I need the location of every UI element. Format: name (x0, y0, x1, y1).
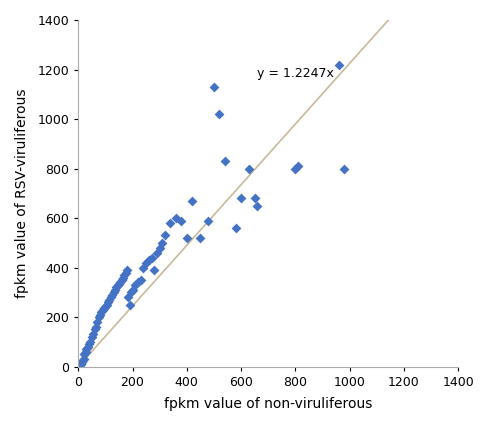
Point (250, 195, 258, 201)
Y-axis label: fpkm value of RSV-viruliferous: fpkm value of RSV-viruliferous (15, 89, 29, 298)
Point (111, 286, 119, 293)
Point (150, 267, 158, 273)
Point (120, 272, 128, 279)
Point (80, 356, 87, 363)
Text: y = 1.2247x: y = 1.2247x (257, 67, 333, 80)
Point (183, 234, 190, 241)
Point (127, 289, 135, 296)
Point (153, 249, 161, 256)
Point (166, 220, 174, 227)
Point (113, 282, 121, 288)
Point (253, 202, 261, 209)
Point (245, 165, 253, 172)
Point (293, 163, 301, 170)
Point (340, 165, 347, 172)
Point (118, 276, 125, 283)
Point (107, 294, 115, 301)
Point (161, 232, 169, 239)
Point (96, 311, 103, 318)
Point (231, 225, 239, 231)
Point (144, 257, 152, 264)
Point (115, 280, 122, 287)
Point (95, 314, 102, 320)
Point (101, 304, 109, 311)
Point (172, 215, 180, 222)
Point (139, 264, 147, 271)
Point (85, 341, 93, 348)
Point (99, 306, 106, 313)
Point (78, 360, 85, 366)
Point (128, 286, 136, 293)
Point (131, 282, 139, 288)
Point (83, 343, 91, 350)
Point (123, 267, 131, 273)
Point (100, 305, 108, 312)
Point (105, 296, 113, 303)
Point (77, 361, 85, 368)
Point (90, 326, 98, 333)
Point (158, 239, 166, 246)
Point (177, 217, 185, 224)
Point (93, 319, 101, 325)
Point (79, 357, 87, 364)
Point (119, 274, 127, 281)
Point (86, 339, 94, 345)
Point (108, 291, 116, 298)
Point (155, 245, 163, 251)
Point (188, 197, 196, 204)
Point (76, 362, 83, 369)
Point (204, 217, 212, 224)
Point (80, 351, 88, 358)
Point (134, 279, 142, 286)
Point (196, 234, 204, 241)
Point (78, 358, 86, 365)
Point (209, 83, 217, 90)
Point (215, 111, 223, 118)
Point (291, 165, 299, 172)
Point (112, 284, 120, 291)
Point (82, 346, 90, 353)
Point (147, 254, 155, 261)
Point (125, 301, 133, 308)
Point (221, 158, 228, 164)
Point (92, 324, 100, 331)
Point (97, 309, 105, 316)
Point (137, 276, 144, 283)
Point (109, 289, 117, 296)
X-axis label: fpkm value of non-viruliferous: fpkm value of non-viruliferous (163, 397, 371, 411)
Point (81, 350, 89, 357)
Point (122, 269, 129, 276)
Point (142, 259, 150, 266)
Point (76, 361, 84, 368)
Point (102, 301, 110, 308)
Point (82, 348, 90, 355)
Point (89, 331, 97, 338)
Point (104, 299, 112, 306)
Point (124, 294, 132, 301)
Point (88, 334, 96, 340)
Point (334, 61, 342, 68)
Point (237, 195, 244, 201)
Point (116, 279, 124, 286)
